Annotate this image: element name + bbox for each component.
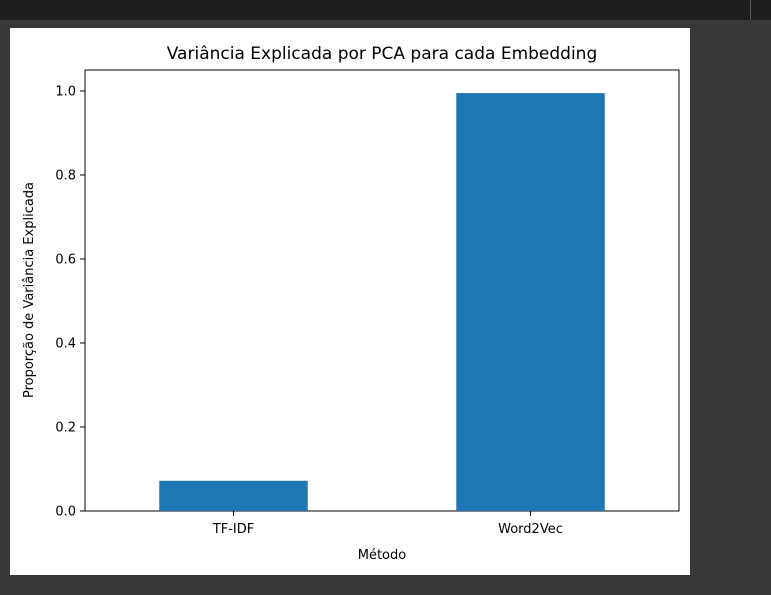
y-tick-label: 0.4 bbox=[55, 337, 76, 352]
y-axis-label: Proporção de Variância Explicada bbox=[22, 182, 37, 398]
chart-title: Variância Explicada por PCA para cada Em… bbox=[167, 44, 598, 64]
y-tick-label: 0.6 bbox=[55, 253, 76, 268]
x-tick-label: Word2Vec bbox=[498, 522, 563, 537]
plot-area-frame bbox=[84, 69, 680, 512]
y-tick-label: 0.2 bbox=[55, 421, 76, 436]
top-divider bbox=[750, 0, 751, 20]
bar-chart: Variância Explicada por PCA para cada Em… bbox=[22, 44, 680, 563]
top-strip bbox=[0, 0, 771, 20]
x-axis-label: Método bbox=[358, 548, 407, 563]
y-axis: 0.0 0.2 0.4 0.6 0.8 1.0 bbox=[55, 85, 85, 520]
bars-group bbox=[159, 93, 605, 511]
x-axis: TF-IDF Word2Vec bbox=[212, 511, 563, 537]
bar-tf-idf bbox=[159, 480, 308, 511]
x-tick-label: TF-IDF bbox=[212, 522, 254, 537]
bar-word2vec bbox=[456, 93, 605, 511]
y-tick-label: 0.0 bbox=[55, 505, 76, 520]
chart-figure: Variância Explicada por PCA para cada Em… bbox=[10, 28, 690, 575]
y-tick-label: 1.0 bbox=[55, 85, 76, 100]
y-tick-label: 0.8 bbox=[55, 169, 76, 184]
